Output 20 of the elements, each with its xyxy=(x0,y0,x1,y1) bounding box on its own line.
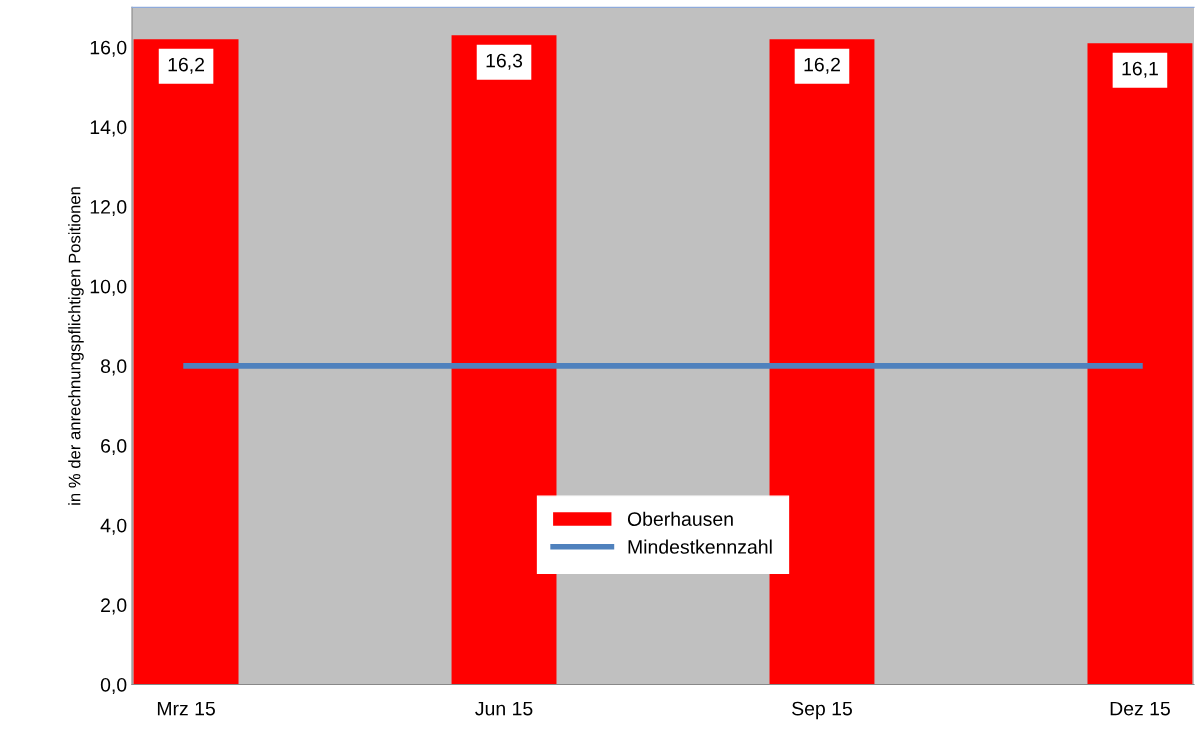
data-label: 16,2 xyxy=(804,57,840,74)
y-tick-label: 14,0 xyxy=(90,120,127,137)
x-tick-label: Dez 15 xyxy=(1110,701,1170,716)
y-tick-label: 16,0 xyxy=(90,40,127,57)
x-tick-label: Mrz 15 xyxy=(157,701,215,716)
y-axis-title: in % der anrechnungspflichtigen Positionen xyxy=(68,187,84,505)
data-label: 16,2 xyxy=(168,57,204,74)
data-label: 16,3 xyxy=(486,53,523,70)
y-tick-label: 0,0 xyxy=(100,677,127,695)
y-tick-label: 12,0 xyxy=(90,200,127,217)
y-tick-label: 8,0 xyxy=(100,359,127,376)
legend-label: Oberhausen xyxy=(627,511,733,526)
x-tick-label: Jun 15 xyxy=(475,701,533,716)
y-tick-label: 10,0 xyxy=(90,279,127,296)
y-tick-label: 6,0 xyxy=(101,438,127,456)
y-tick-label: 2,0 xyxy=(101,598,127,615)
data-label: 16,1 xyxy=(1122,61,1158,78)
x-tick-label: Sep 15 xyxy=(792,701,852,720)
y-tick-label: 4,0 xyxy=(100,518,127,535)
legend-label: Mindestkennzahl xyxy=(628,539,772,554)
